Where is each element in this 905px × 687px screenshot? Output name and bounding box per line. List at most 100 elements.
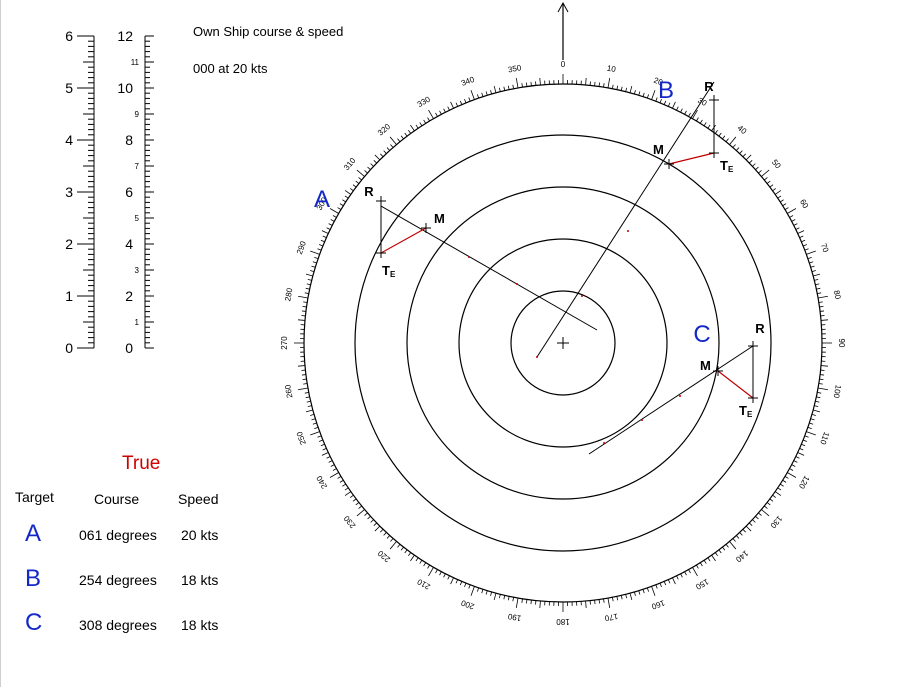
relative-motion-line (380, 205, 598, 331)
bearing-tick (397, 544, 401, 548)
bearing-tick (764, 505, 768, 509)
bearing-tick (408, 129, 412, 134)
target-vectors (376, 81, 758, 455)
bearing-tick (332, 215, 337, 218)
bearing-tick (455, 102, 459, 107)
bearing-tick (311, 265, 316, 268)
bearing-tick (435, 569, 438, 574)
bearing-tick (498, 594, 501, 599)
bearing-tick (427, 117, 430, 122)
bearing-tick (298, 387, 309, 391)
plot-point (627, 230, 629, 232)
te-label: TE (739, 403, 753, 419)
bearing-tick (321, 230, 329, 234)
speed-scale-minor-label: 11 (131, 58, 140, 67)
bearing-tick (612, 84, 614, 89)
bearing-tick (358, 177, 362, 181)
range-scale-label: 5 (65, 80, 73, 96)
bearing-tick (304, 392, 309, 394)
bearing-tick (711, 554, 716, 562)
bearing-tick (386, 147, 390, 151)
plot-point (679, 395, 681, 397)
bearing-tick (312, 261, 317, 264)
speed-scale-label: 2 (125, 288, 133, 304)
bearing-tick (646, 94, 650, 99)
range-ring (510, 290, 616, 396)
bearing-tick (322, 447, 327, 451)
bearing-tick (816, 396, 821, 399)
bearing-label: 210 (415, 577, 432, 592)
bearing-tick (397, 138, 401, 142)
bearing-label: 200 (459, 598, 475, 611)
bearing-tick (304, 292, 309, 294)
bearing-tick (305, 287, 310, 290)
bearing-label: 90 (837, 339, 846, 348)
bearing-tick (310, 250, 320, 255)
bearing-tick (807, 426, 812, 430)
table-row-course: 254 degrees (79, 572, 157, 588)
bearing-tick (791, 219, 796, 222)
bearing-tick (408, 552, 412, 557)
bearing-tick (344, 487, 349, 491)
bearing-tick (305, 273, 313, 277)
bearing-tick (816, 287, 821, 290)
bearing-tick (739, 532, 743, 536)
bearing-label: 180 (556, 617, 570, 626)
bearing-tick (807, 256, 812, 260)
bearing-tick (810, 265, 815, 268)
target-id-label: C (693, 321, 710, 348)
bearing-tick (616, 596, 619, 601)
table-row-speed: 18 kts (181, 617, 219, 633)
bearing-tick (342, 199, 347, 203)
own-ship-title: Own Ship course & speed (193, 24, 344, 39)
bearing-tick (817, 387, 828, 391)
te-label: TE (720, 158, 734, 174)
bearing-tick (539, 77, 541, 86)
bearing-tick (722, 135, 726, 140)
bearing-tick (303, 301, 308, 303)
bearing-tick (389, 541, 397, 550)
bearing-tick (659, 99, 662, 104)
bearing-tick (352, 498, 357, 502)
bearing-tick (801, 239, 806, 243)
bearing-tick (692, 567, 698, 577)
bearing-tick (818, 383, 823, 385)
bearing-tick (766, 180, 771, 184)
own-ship-course-speed: 000 at 20 kts (193, 61, 268, 76)
bearing-tick (512, 84, 514, 89)
bearing-tick (374, 154, 381, 161)
bearing-tick (634, 90, 636, 95)
true-vector (668, 152, 715, 165)
bearing-tick (789, 215, 794, 218)
bearing-tick (684, 110, 687, 115)
bearing-tick (725, 544, 729, 548)
bearing-tick (774, 491, 782, 496)
bearing-tick (310, 431, 320, 436)
bearing-tick (344, 491, 352, 496)
speed-scale-label: 6 (125, 184, 133, 200)
bearing-tick (389, 136, 397, 145)
bearing-tick (332, 468, 337, 471)
bearing-tick (696, 564, 699, 569)
bearing-tick (817, 295, 828, 299)
bearing-label: 50 (770, 158, 783, 171)
bearing-tick (667, 102, 671, 107)
bearing-tick (435, 112, 438, 117)
bearing-label: 260 (283, 383, 294, 398)
bearing-tick (802, 439, 807, 442)
bearing-tick (758, 512, 762, 516)
bearing-tick (752, 519, 756, 523)
bearing-label: 320 (376, 122, 392, 138)
bearing-tick (428, 109, 434, 119)
bearing-tick (468, 584, 471, 589)
bearing-tick (443, 108, 446, 113)
bearing-tick (742, 153, 746, 157)
bearing-tick (380, 153, 384, 157)
bearing-tick (620, 86, 623, 91)
bearing-tick (607, 78, 611, 89)
bearing-tick (651, 586, 656, 596)
bearing-tick (804, 248, 809, 251)
bearing-tick (386, 535, 390, 539)
bearing-tick (692, 109, 698, 119)
bearing-tick (390, 538, 394, 542)
